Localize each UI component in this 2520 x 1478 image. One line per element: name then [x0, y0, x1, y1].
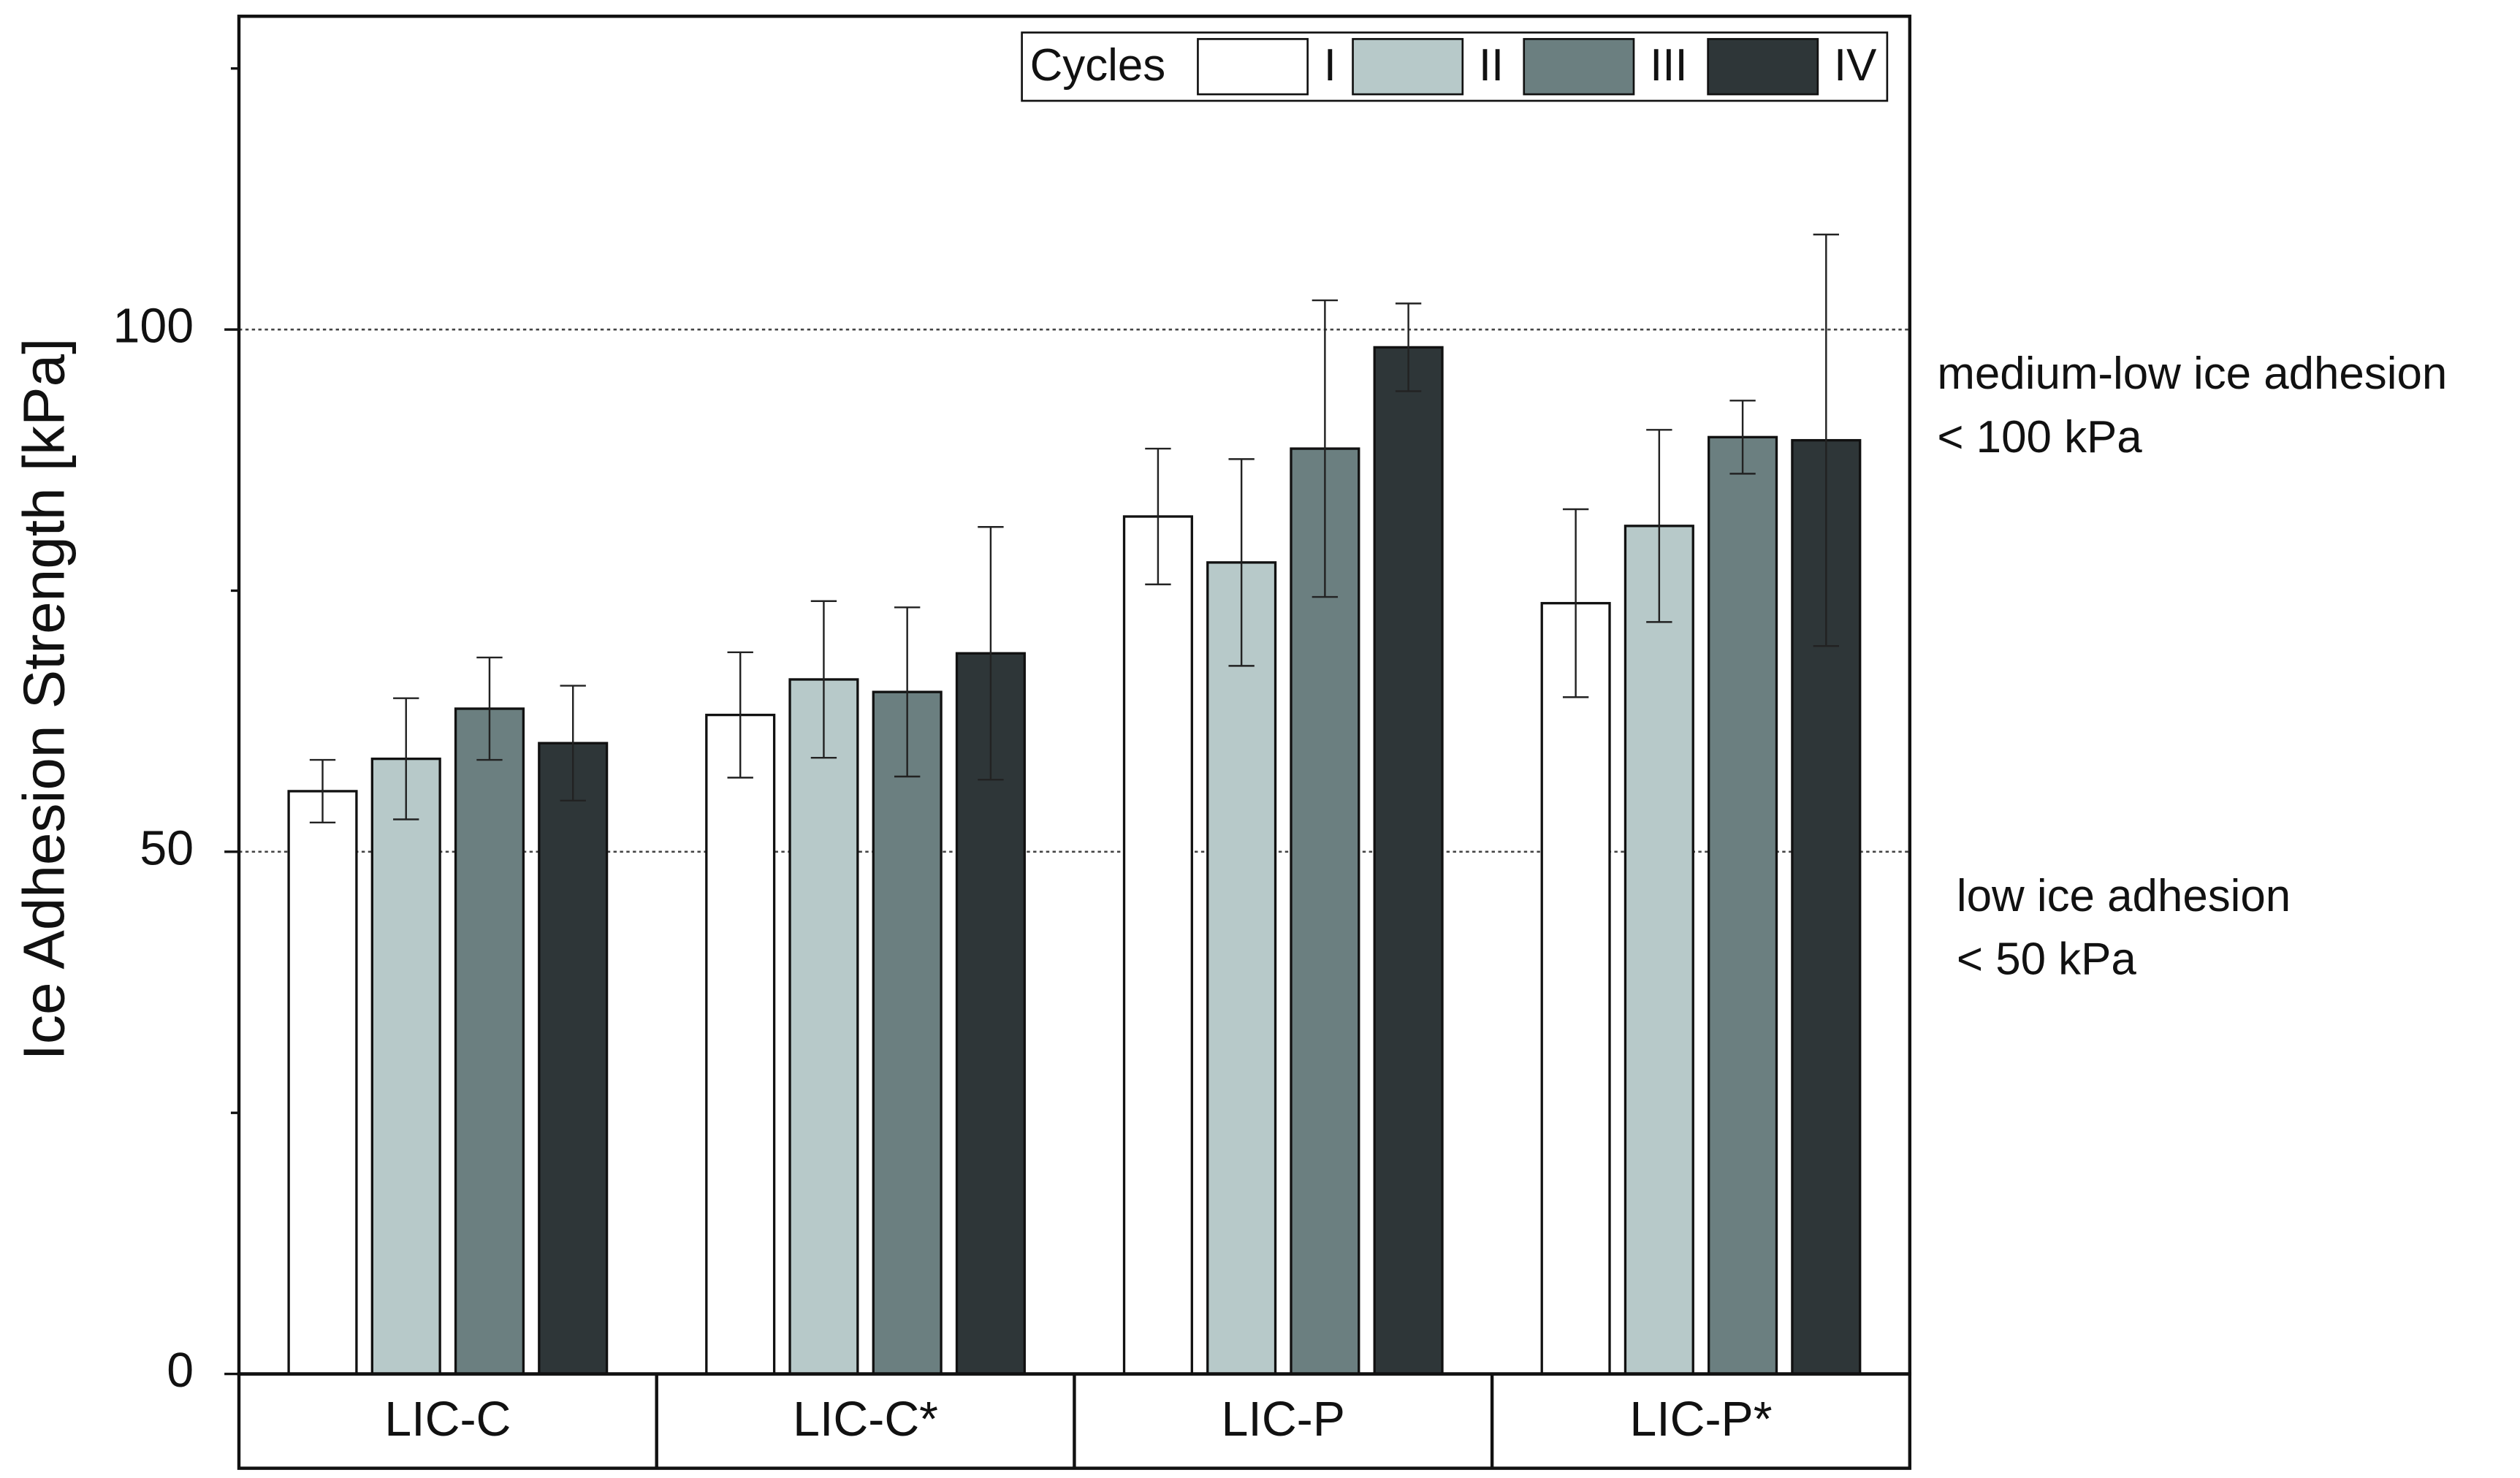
error-bar: [560, 685, 586, 802]
error-bar: [1646, 429, 1672, 623]
x-tick-label: LIC-P*: [1629, 1393, 1772, 1447]
x-tick-label: LIC-C*: [793, 1393, 938, 1447]
legend-swatch: [1523, 38, 1635, 96]
error-bar: [727, 651, 753, 779]
bar: [1122, 515, 1193, 1376]
bar: [705, 713, 776, 1376]
error-bar: [309, 758, 336, 824]
bar: [287, 790, 358, 1376]
error-bar: [1729, 400, 1756, 475]
legend-label: IV: [1834, 40, 1877, 91]
bar: [1373, 346, 1444, 1376]
bar: [1708, 435, 1778, 1376]
legend-swatch: [1707, 38, 1819, 96]
error-bar: [393, 697, 419, 820]
bar: [872, 690, 943, 1376]
annotation: medium-low ice adhesion: [1937, 348, 2447, 399]
error-bar: [894, 606, 921, 778]
error-bar: [476, 656, 503, 761]
error-bar: [1813, 233, 1839, 647]
y-tick-label: 100: [113, 300, 194, 354]
error-bar: [1312, 299, 1339, 598]
y-tick-label: 50: [140, 821, 194, 875]
legend-swatch: [1197, 38, 1309, 96]
annotation: low ice adhesion: [1957, 871, 2291, 921]
bar: [370, 757, 441, 1376]
error-bar: [1395, 302, 1422, 392]
legend-label: III: [1650, 40, 1688, 91]
error-bar: [810, 600, 837, 759]
bar: [1206, 561, 1277, 1376]
bar: [454, 707, 525, 1376]
bar: [1540, 601, 1611, 1376]
error-bar: [978, 526, 1004, 781]
error-bar: [1145, 447, 1171, 586]
legend-label: II: [1479, 40, 1504, 91]
bar: [1623, 525, 1694, 1376]
x-tick-label: LIC-P: [1222, 1393, 1345, 1447]
error-bar: [1228, 458, 1255, 667]
category-box: [237, 1372, 1912, 1470]
error-bar: [1562, 508, 1589, 698]
bar: [788, 678, 859, 1376]
y-axis-title: Ice Adhesion Strength [kPa]: [12, 338, 77, 1061]
bar: [538, 742, 609, 1376]
legend-title: Cycles: [1030, 40, 1166, 91]
legend-label: I: [1324, 40, 1336, 91]
x-tick-label: LIC-C: [384, 1393, 511, 1447]
annotation: < 50 kPa: [1957, 934, 2136, 984]
y-tick-label: 0: [167, 1344, 194, 1398]
legend-swatch: [1352, 38, 1464, 96]
annotation: < 100 kPa: [1937, 412, 2142, 462]
